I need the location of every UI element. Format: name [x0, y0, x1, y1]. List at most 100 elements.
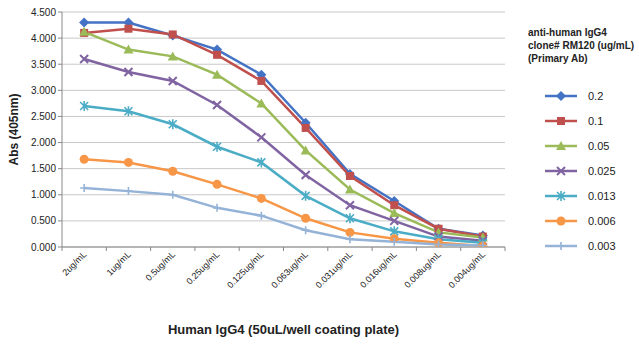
tick [58, 12, 62, 13]
marker [389, 208, 399, 217]
y-tick-label: 1.500 [31, 163, 56, 174]
tick [150, 247, 151, 251]
marker [213, 204, 221, 212]
y-tick-label: 1.000 [31, 189, 56, 200]
marker [302, 124, 310, 132]
marker [256, 98, 266, 107]
legend-title: anti-human IgG4 [528, 27, 607, 38]
marker [80, 155, 89, 164]
grid-line [62, 64, 505, 65]
series-line [84, 159, 483, 246]
marker [479, 241, 487, 247]
y-tick-label: 2.000 [31, 137, 56, 148]
grid-line [62, 168, 505, 169]
tick [62, 247, 63, 251]
legend-entry: 0.025 [545, 165, 616, 177]
legend-label: 0.1 [588, 115, 603, 127]
legend-entry: 0.2 [545, 90, 603, 102]
series-line [84, 22, 483, 235]
grid-line [62, 38, 505, 39]
marker [168, 31, 178, 41]
marker [212, 70, 222, 79]
tick [58, 194, 62, 195]
chart: 0.0000.5001.0001.5002.0002.5003.0003.500… [0, 0, 639, 360]
marker [213, 180, 222, 189]
marker [557, 117, 565, 125]
y-tick-label: 4.500 [31, 7, 56, 18]
tick [416, 247, 417, 251]
tick [327, 247, 328, 251]
x-axis-label: Human IgG4 (50uL/well coating plate) [168, 322, 399, 337]
marker [124, 158, 133, 167]
x-tick-label: 0.063ug/mL [269, 249, 310, 290]
legend-label: 0.2 [588, 90, 603, 102]
grid-line [62, 90, 505, 91]
marker [557, 191, 565, 201]
tick [194, 247, 195, 251]
legend-entry: 0.003 [545, 240, 616, 252]
marker [80, 55, 88, 63]
legend-label: 0.013 [588, 190, 616, 202]
marker [557, 167, 565, 175]
marker [168, 167, 177, 176]
grid-line [62, 142, 505, 143]
marker [301, 145, 311, 154]
legend-entry: 0.1 [545, 115, 603, 127]
x-tick-label: 2ug/mL [60, 249, 88, 277]
x-tick-label: 0.125ug/mL [225, 249, 266, 290]
legend-entry: 0.006 [545, 215, 616, 227]
tick [283, 247, 284, 251]
legend-entry: 0.05 [545, 140, 609, 152]
tick [58, 142, 62, 143]
marker [346, 213, 354, 223]
legend-entry: 0.013 [545, 190, 616, 202]
marker [123, 45, 133, 54]
marker [346, 172, 354, 180]
y-axis [62, 12, 63, 247]
marker [390, 217, 398, 225]
x-tick-label: 1ug/mL [105, 249, 133, 277]
marker [124, 106, 132, 116]
marker [124, 68, 132, 76]
marker [557, 217, 566, 226]
marker [80, 101, 88, 111]
y-tick-label: 0.500 [31, 215, 56, 226]
tick [58, 38, 62, 39]
marker [257, 133, 265, 141]
marker [345, 185, 355, 194]
marker [213, 101, 221, 109]
marker [301, 214, 310, 223]
y-tick-label: 4.000 [31, 33, 56, 44]
marker [169, 191, 177, 199]
marker [390, 201, 398, 209]
tick [58, 90, 62, 91]
marker [169, 30, 177, 38]
x-tick-label: 0.016ug/mL [358, 249, 399, 290]
marker [346, 201, 354, 209]
marker [478, 241, 487, 247]
y-tick-label: 2.500 [31, 111, 56, 122]
marker [435, 240, 443, 247]
marker [168, 51, 178, 60]
marker [257, 194, 266, 203]
x-tick-label: 0.25ug/mL [184, 249, 221, 286]
series-line [84, 188, 483, 245]
series-line [84, 59, 483, 241]
series-line [84, 32, 483, 238]
marker [390, 238, 398, 246]
grid-line [62, 12, 505, 13]
marker [257, 77, 265, 85]
x-tick-label: 0.008ug/mL [402, 249, 443, 290]
marker [124, 25, 132, 33]
legend-label: 0.006 [588, 215, 616, 227]
tick [460, 247, 461, 251]
marker [302, 226, 310, 234]
tick [58, 168, 62, 169]
marker [80, 184, 88, 192]
marker [169, 77, 177, 85]
marker [557, 242, 565, 250]
grid-line [62, 220, 505, 221]
marker [346, 235, 354, 243]
x-tick-label: 0.004ug/mL [447, 249, 488, 290]
tick [58, 116, 62, 117]
